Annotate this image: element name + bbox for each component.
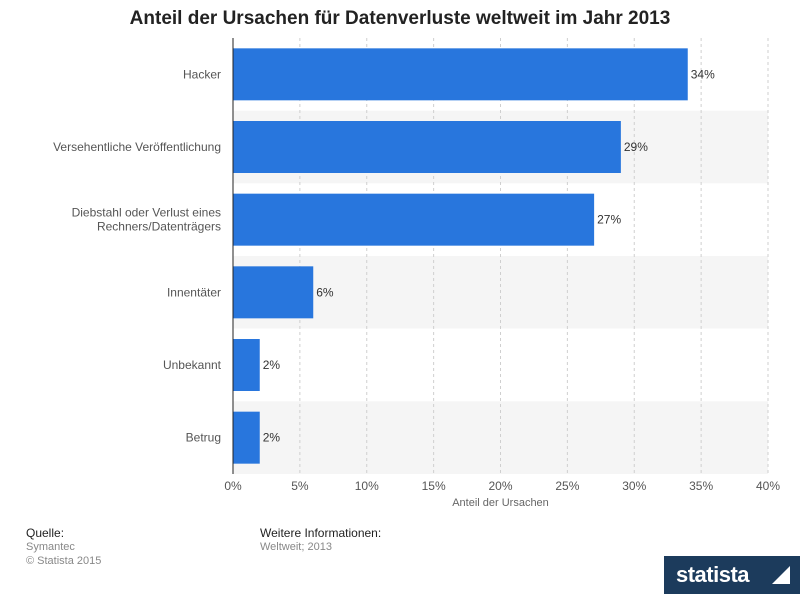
bar [233,411,260,464]
row-band [233,401,768,474]
bar [233,121,621,173]
statista-logo[interactable]: statista [664,556,800,594]
data-label: 34% [691,67,715,81]
category-label: Betrug [186,431,221,445]
bar [233,339,260,391]
x-tick-label: 15% [422,479,446,493]
source-block: Quelle: Symantec © Statista 2015 [26,526,101,568]
bar [233,48,688,101]
copyright-line: © Statista 2015 [26,555,102,567]
data-label: 2% [263,431,281,445]
data-label: 2% [263,358,281,372]
x-tick-label: 5% [291,479,309,493]
source-heading: Quelle: [26,526,65,540]
x-axis-title: Anteil der Ursachen [452,497,549,509]
data-label: 27% [597,213,621,227]
brand-text: statista [676,562,750,587]
category-label: Hacker [183,67,221,81]
x-tick-label: 30% [622,479,646,493]
info-line: Weltweit; 2013 [260,541,332,553]
data-label: 29% [624,140,648,154]
category-label: Diebstahl oder Verlust eines [72,206,221,220]
x-tick-label: 35% [689,479,713,493]
data-label: 6% [316,285,334,299]
bar [233,266,314,319]
info-heading: Weitere Informationen: [260,526,382,540]
info-block: Weitere Informationen: Weltweit; 2013 [260,526,381,554]
category-label: Unbekannt [163,358,222,372]
category-label: Versehentliche Veröffentlichung [53,140,221,154]
brand-mark-icon [772,566,790,584]
source-line: Symantec [26,541,75,553]
chart-title: Anteil der Ursachen für Datenverluste we… [129,8,671,29]
category-label: Innentäter [167,285,221,299]
x-tick-label: 25% [555,479,579,493]
x-tick-label: 20% [488,479,512,493]
x-tick-label: 40% [756,479,780,493]
x-tick-label: 0% [224,479,242,493]
category-label: Rechners/Datenträgers [97,220,221,234]
bar [233,193,595,246]
x-tick-label: 10% [355,479,379,493]
